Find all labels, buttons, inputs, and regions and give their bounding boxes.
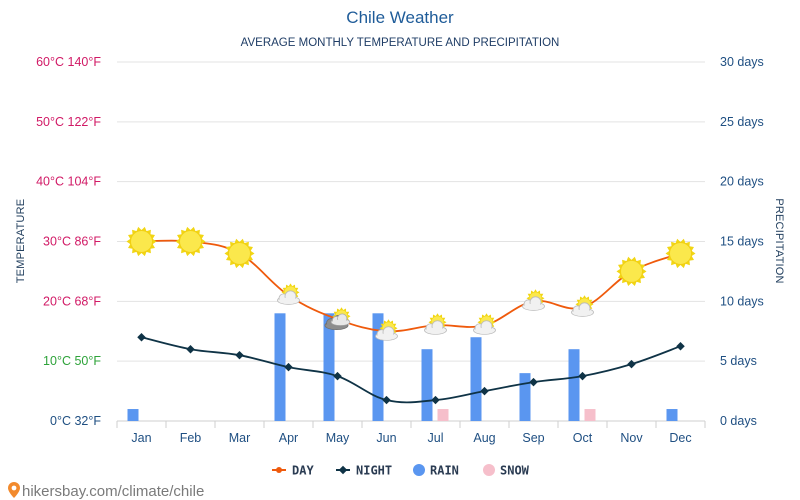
night-point [235, 350, 244, 360]
sun-icon [665, 238, 696, 269]
rain-bar [568, 349, 580, 421]
night-point [186, 344, 195, 354]
rain-bar [470, 337, 482, 421]
left-tick-label: 0°C 32°F [50, 414, 101, 428]
legend-label: SNOW [500, 464, 530, 478]
x-tick-label: Apr [279, 431, 298, 445]
x-tick-label: Dec [669, 431, 691, 445]
night-point [137, 332, 146, 342]
right-tick-label: 15 days [720, 235, 764, 249]
left-tick-label: 40°C 104°F [36, 175, 101, 189]
right-tick-label: 20 days [720, 175, 764, 189]
rain-bar [127, 409, 139, 421]
x-tick-label: Aug [473, 431, 495, 445]
left-tick-label: 30°C 86°F [43, 235, 101, 249]
x-tick-label: Jul [428, 431, 444, 445]
x-tick-label: Jun [376, 431, 396, 445]
legend-item-snow[interactable]: SNOW [483, 464, 530, 478]
snow-bar [584, 409, 596, 421]
sun-icon [126, 226, 157, 257]
left-tick-label: 20°C 68°F [43, 294, 101, 308]
night-point [480, 386, 489, 396]
x-tick-label: Nov [620, 431, 643, 445]
night-point [627, 359, 636, 369]
night-point [333, 371, 342, 381]
grid-layer [116, 61, 706, 428]
night-line [141, 336, 681, 404]
partly-cloudy-icon [473, 313, 496, 335]
legend-rain-swatch [413, 464, 425, 476]
night-point [431, 395, 440, 405]
legend-item-rain[interactable]: RAIN [413, 464, 459, 478]
night-point [284, 362, 293, 372]
legend: DAY NIGHT RAIN SNOW [272, 464, 530, 478]
legend-day-marker [276, 467, 282, 473]
left-tick-label: 10°C 50°F [43, 354, 101, 368]
lines-layer [137, 239, 685, 405]
partly-cloudy-icon [522, 289, 545, 311]
chart-title: Chile Weather [346, 8, 454, 27]
rain-bar [372, 313, 384, 421]
legend-item-day[interactable]: DAY [272, 464, 314, 478]
ticks-layer: 0°C 32°F 10°C 50°F 20°C 68°F 30°C 86°F 40°C … [36, 55, 764, 445]
chart-subtitle: AVERAGE MONTHLY TEMPERATURE AND PRECIPIT… [241, 37, 560, 49]
sun-icon [224, 238, 255, 269]
right-axis-title: PRECIPITATION [773, 198, 785, 283]
right-tick-label: 30 days [720, 55, 764, 69]
left-tick-label: 60°C 140°F [36, 55, 101, 69]
right-tick-label: 5 days [720, 354, 757, 368]
night-point [382, 395, 391, 405]
credit-link[interactable]: hikersbay.com/climate/chile [22, 483, 204, 500]
right-tick-label: 0 days [720, 414, 757, 428]
day-line [141, 239, 681, 333]
rain-bar [666, 409, 678, 421]
credit-footer[interactable]: hikersbay.com/climate/chile [8, 482, 204, 500]
x-tick-label: Jan [131, 431, 151, 445]
legend-night-marker [338, 465, 348, 475]
cloudy-icon [324, 307, 351, 330]
night-point [676, 341, 685, 351]
partly-cloudy-icon [375, 319, 398, 341]
legend-label: NIGHT [356, 464, 392, 478]
legend-label: RAIN [430, 464, 459, 478]
rain-bar [421, 349, 433, 421]
icons-layer [126, 226, 696, 341]
rain-bar [274, 313, 286, 421]
snow-bar [437, 409, 449, 421]
legend-item-night[interactable]: NIGHT [336, 464, 392, 478]
x-tick-label: May [326, 431, 350, 445]
left-tick-label: 50°C 122°F [36, 115, 101, 129]
rain-bar [519, 373, 531, 421]
bars-layer [127, 313, 678, 421]
sun-icon [616, 256, 647, 286]
night-point [529, 377, 538, 387]
legend-snow-swatch [483, 464, 495, 476]
left-axis-title: TEMPERATURE [15, 199, 27, 284]
location-pin-icon [8, 482, 20, 498]
partly-cloudy-icon [571, 295, 594, 317]
x-tick-label: Oct [573, 431, 593, 445]
partly-cloudy-icon [424, 313, 447, 335]
partly-cloudy-icon [277, 283, 300, 305]
rain-bar [323, 313, 335, 421]
x-tick-label: Feb [180, 431, 202, 445]
x-tick-label: Sep [522, 431, 544, 445]
right-tick-label: 10 days [720, 294, 764, 308]
legend-label: DAY [292, 464, 314, 478]
sun-icon [175, 226, 206, 257]
night-point [578, 371, 587, 381]
right-tick-label: 25 days [720, 115, 764, 129]
x-tick-label: Mar [229, 431, 251, 445]
